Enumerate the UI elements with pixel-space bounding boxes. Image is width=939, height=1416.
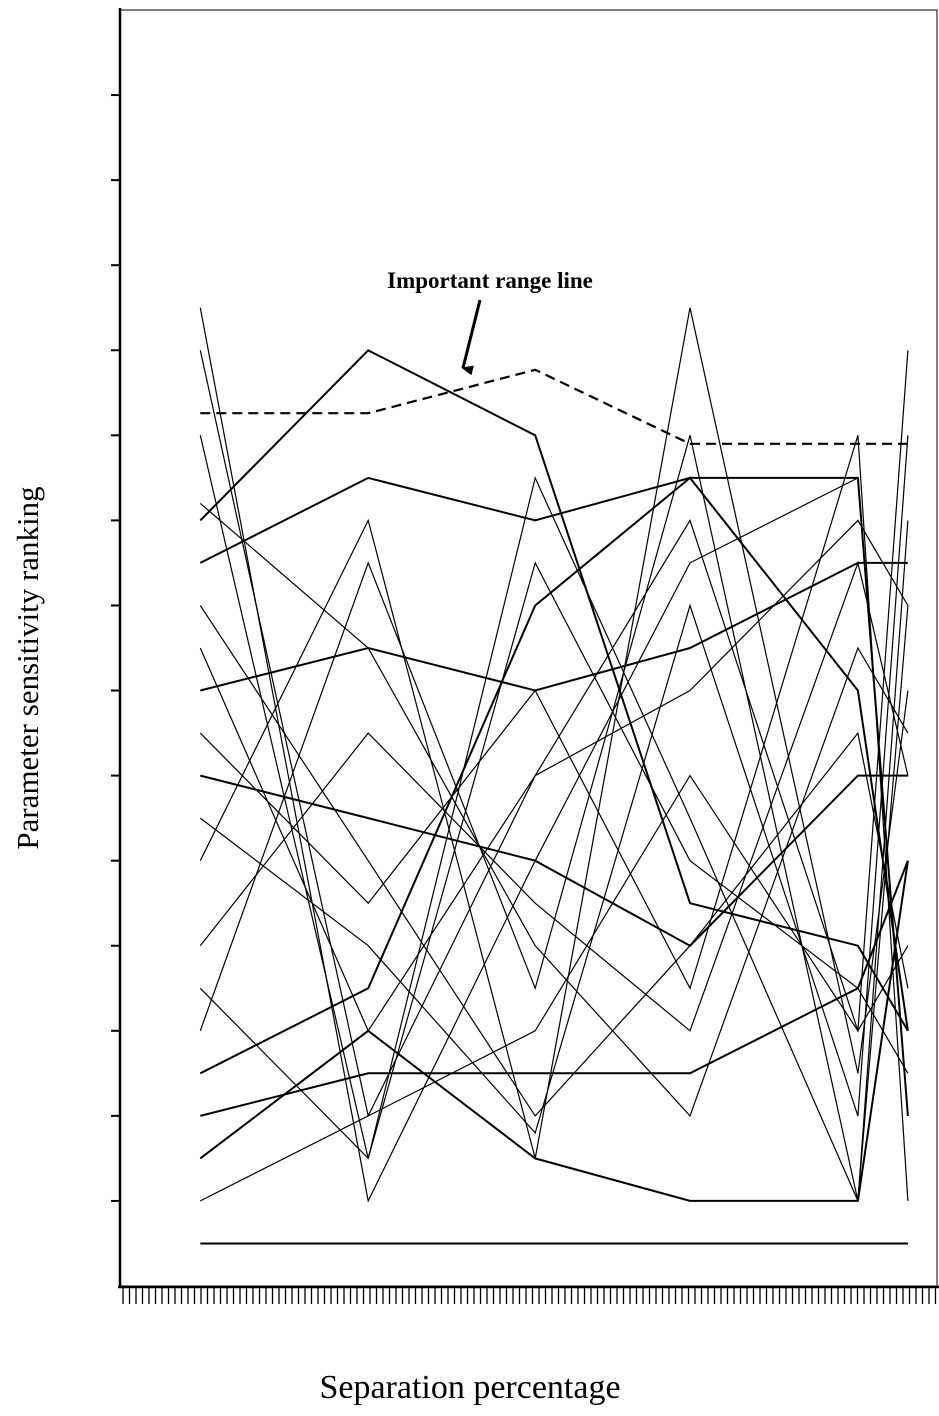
annotation-arrow bbox=[461, 299, 482, 376]
series-line bbox=[199, 349, 909, 1032]
plot-frame bbox=[119, 9, 938, 1287]
annotation: Important range line bbox=[387, 268, 593, 293]
series-line bbox=[200, 860, 909, 1117]
series-line bbox=[199, 435, 909, 1135]
series-line bbox=[199, 350, 909, 1117]
y-axis-label: Parameter sensitivity ranking bbox=[10, 486, 45, 849]
series-line bbox=[199, 561, 909, 1160]
x-axis-label: Separation percentage bbox=[319, 1369, 620, 1406]
range-line bbox=[200, 368, 908, 445]
series-line bbox=[199, 476, 909, 1075]
x-minor-ticks bbox=[122, 1288, 937, 1304]
series-line bbox=[199, 518, 909, 1033]
series-line bbox=[199, 435, 909, 1201]
series-line bbox=[200, 561, 908, 692]
series-line bbox=[199, 860, 909, 1202]
series-line bbox=[199, 560, 909, 1032]
series-line bbox=[199, 307, 909, 1159]
series-line bbox=[199, 502, 909, 1118]
